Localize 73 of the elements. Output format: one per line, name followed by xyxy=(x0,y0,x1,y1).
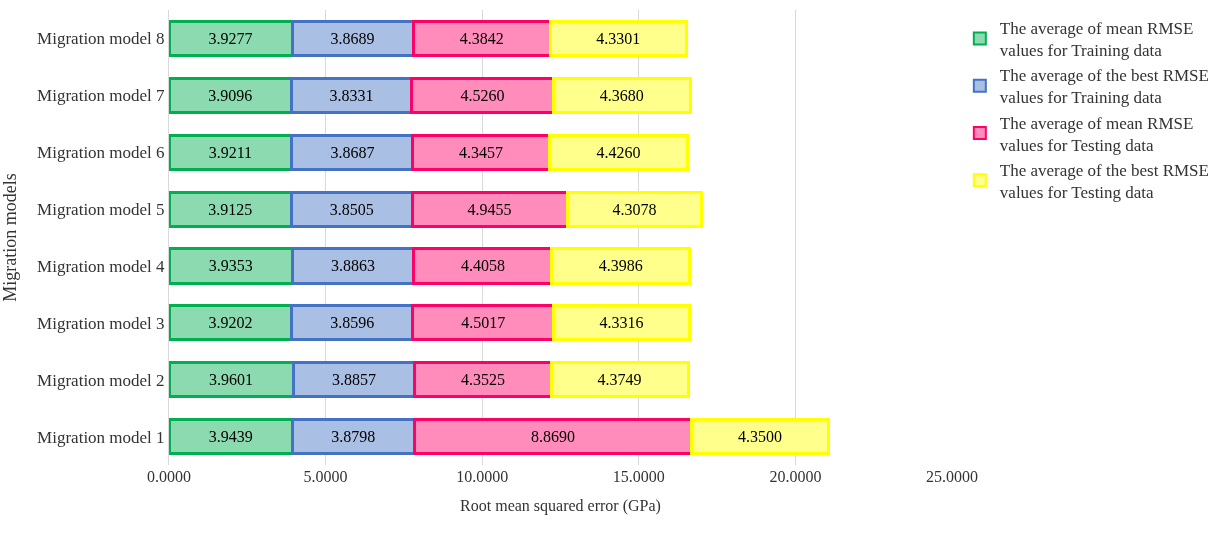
bar xyxy=(169,19,294,57)
y-tick-label: Migration model 3 xyxy=(37,313,165,333)
data-label: 4.9455 xyxy=(467,200,512,218)
y-tick-label: Migration model 5 xyxy=(37,200,165,220)
data-label: 4.3316 xyxy=(599,314,644,332)
bar xyxy=(169,247,294,285)
data-label: 3.9439 xyxy=(208,428,253,446)
data-label: 3.9277 xyxy=(208,29,253,47)
bar xyxy=(289,76,413,114)
data-label: 3.8863 xyxy=(331,257,376,275)
y-tick-label: Migration model 1 xyxy=(37,427,165,447)
x-tick-label: 20.0000 xyxy=(769,468,822,485)
data-label: 3.8505 xyxy=(329,200,374,218)
data-label: 3.9211 xyxy=(208,143,253,161)
y-tick-label: Migration model 6 xyxy=(37,143,165,163)
bar xyxy=(565,190,704,228)
data-label: 4.3078 xyxy=(612,200,657,218)
bar xyxy=(290,19,415,57)
x-tick-label: 15.0000 xyxy=(612,468,665,485)
bar xyxy=(410,190,569,228)
bar xyxy=(169,76,293,114)
bar xyxy=(410,76,555,114)
y-tick-label: Migration model 4 xyxy=(37,256,166,276)
bar xyxy=(690,418,830,456)
data-label: 4.4058 xyxy=(460,257,505,275)
data-label: 4.3986 xyxy=(598,257,643,275)
data-label: 3.8798 xyxy=(331,428,376,446)
bar xyxy=(550,247,692,285)
data-label: 4.3749 xyxy=(597,371,642,389)
bar xyxy=(291,418,416,456)
x-tick-label: 0.0000 xyxy=(147,468,191,485)
data-label: 3.9601 xyxy=(209,371,254,389)
y-tick-label: Migration model 2 xyxy=(37,370,165,390)
legend-label: The average of mean RMSE values for Training data xyxy=(999,19,1194,61)
bar xyxy=(411,19,552,57)
data-label: 3.9096 xyxy=(208,86,253,104)
data-label: 3.8596 xyxy=(330,314,375,332)
data-label: 3.9353 xyxy=(208,257,253,275)
y-axis-title: Migration models xyxy=(0,173,21,302)
data-label: 3.8331 xyxy=(329,86,374,104)
x-tick-label: 5.0000 xyxy=(303,468,348,485)
data-label: 4.3842 xyxy=(459,29,504,47)
data-label: 4.5260 xyxy=(460,86,505,104)
legend-label: The average of mean RMSE values for Testing data xyxy=(999,113,1194,155)
data-label: 4.3680 xyxy=(599,86,644,104)
data-label: 3.8857 xyxy=(331,371,376,389)
data-label: 3.8689 xyxy=(330,29,375,47)
bar xyxy=(169,361,295,399)
legend-label: The average of the best RMSE values for Training data xyxy=(999,66,1209,108)
bar xyxy=(549,19,688,57)
data-label: 4.3457 xyxy=(459,143,504,161)
y-tick-label: Migration model 8 xyxy=(37,29,165,49)
data-label: 3.9202 xyxy=(208,314,253,332)
bar xyxy=(549,361,690,399)
x-axis-title: Root mean squared error (GPa) xyxy=(460,496,661,515)
x-tick-label: 10.0000 xyxy=(456,468,509,485)
bar xyxy=(552,304,691,342)
bar xyxy=(290,190,414,228)
bar xyxy=(547,133,690,171)
data-label: 4.3301 xyxy=(596,29,641,47)
data-label: 4.3525 xyxy=(460,371,505,389)
bar xyxy=(413,361,553,399)
legend-label: The average of the best RMSE values for Testing data xyxy=(999,160,1209,202)
data-label: 4.3500 xyxy=(737,428,782,446)
data-label: 3.9125 xyxy=(208,200,253,218)
data-label: 3.8687 xyxy=(330,143,375,161)
bar xyxy=(551,76,692,114)
data-label: 8.8690 xyxy=(530,428,575,446)
y-tick-label: Migration model 7 xyxy=(37,86,166,106)
bar xyxy=(411,133,551,171)
x-tick-label: 25.0000 xyxy=(926,468,978,485)
data-label: 4.4260 xyxy=(596,143,641,161)
data-label: 4.5017 xyxy=(461,314,506,332)
